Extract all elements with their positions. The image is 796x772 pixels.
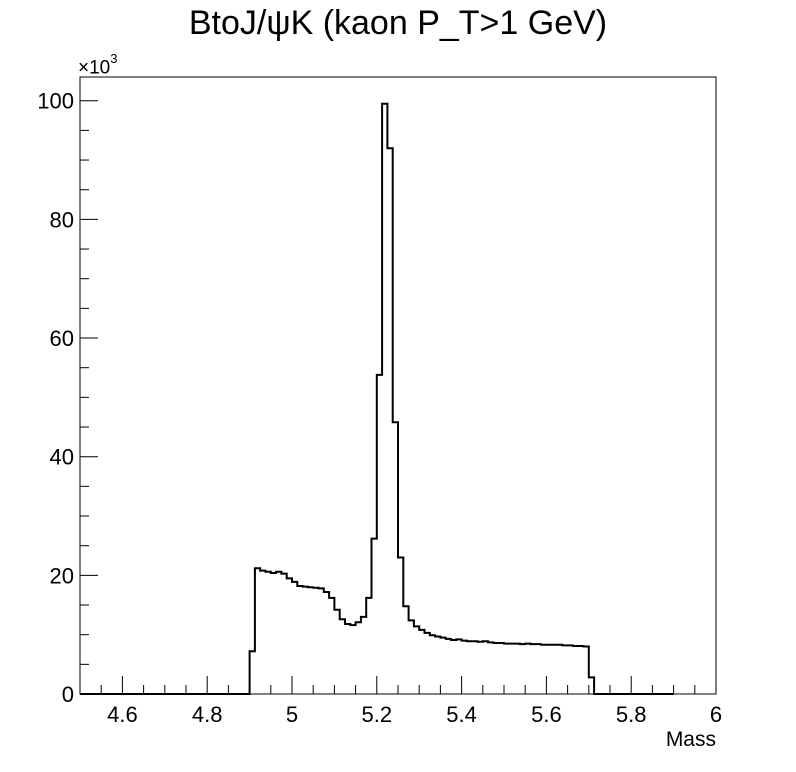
y-tick-label: 20	[50, 563, 74, 588]
x-tick-label: 5.6	[531, 702, 562, 727]
histogram-line	[80, 102, 674, 695]
x-tick-label: 4.8	[192, 702, 223, 727]
y-tick-label: 100	[37, 89, 74, 114]
x-tick-label: 5	[286, 702, 298, 727]
y-tick-label: 80	[50, 207, 74, 232]
y-multiplier-base: ×10	[78, 57, 111, 79]
y-tick-label: 0	[62, 682, 74, 707]
x-axis-label: Mass	[665, 728, 716, 751]
y-axis-multiplier: ×103	[78, 51, 118, 79]
x-tick-label: 5.8	[616, 702, 647, 727]
y-axis-ticks: 0 20 40 60 80 100	[37, 89, 98, 707]
chart-title: BtoJ/ψK (kaon P_T>1 GeV)	[188, 4, 608, 42]
x-tick-label: 5.4	[446, 702, 477, 727]
y-multiplier-exponent: 3	[110, 51, 118, 66]
y-tick-label: 40	[50, 445, 74, 470]
y-tick-label: 60	[50, 326, 74, 351]
x-tick-label: 5.2	[362, 702, 393, 727]
x-tick-label: 6	[710, 702, 722, 727]
x-axis-ticks: 4.6 4.8 5 5.2 5.4 5.6 5.8 6	[79, 676, 722, 727]
plot-frame	[79, 76, 717, 695]
x-tick-label: 4.6	[107, 702, 138, 727]
